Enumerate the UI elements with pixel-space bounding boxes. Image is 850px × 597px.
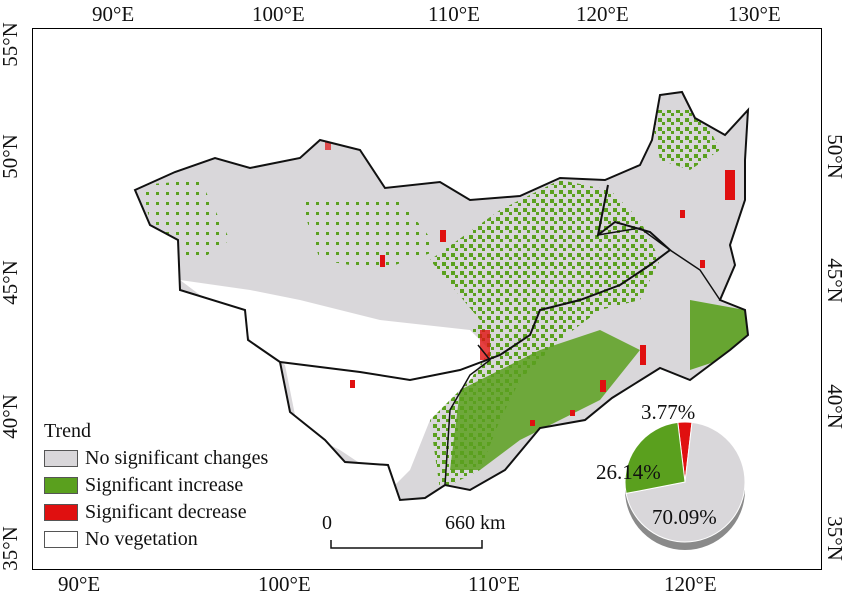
province-boundary-1 <box>279 184 672 382</box>
legend-title: Trend <box>44 420 92 442</box>
scale-bar-line <box>330 540 483 549</box>
lon-label-top: 90°E <box>92 2 135 26</box>
lon-label-top: 130°E <box>728 2 781 26</box>
lat-label-left: 35°N <box>0 526 22 571</box>
legend-label: No significant changes <box>85 447 269 469</box>
lat-label-left: 45°N <box>0 260 22 305</box>
legend-swatch-decrease <box>44 504 78 521</box>
lon-label-top: 100°E <box>252 2 305 26</box>
scale-end-label: 660 km <box>445 512 506 534</box>
province-boundary-2 <box>444 344 492 486</box>
legend-label: Significant decrease <box>85 501 247 523</box>
lon-label-bottom: 90°E <box>58 572 101 596</box>
lat-label-left: 40°N <box>0 394 22 439</box>
lat-label-right: 40°N <box>822 384 847 429</box>
lat-label-right: 50°N <box>822 134 847 179</box>
legend-swatch-no-vegetation <box>44 531 78 548</box>
lat-label-right: 35°N <box>822 516 847 561</box>
legend-label: No vegetation <box>85 528 198 550</box>
pie-label-increase: 26.14% <box>596 460 661 484</box>
legend-item: No significant changes <box>44 445 268 472</box>
lon-label-bottom: 120°E <box>664 572 717 596</box>
legend-swatch-increase <box>44 477 78 494</box>
lat-label-left: 55°N <box>0 22 22 67</box>
lon-label-bottom: 110°E <box>468 572 520 596</box>
province-boundary-3 <box>597 227 721 301</box>
legend-item: Significant decrease <box>44 499 268 526</box>
lat-label-left: 50°N <box>0 134 22 179</box>
legend-item: Significant increase <box>44 472 268 499</box>
lon-label-bottom: 100°E <box>258 572 311 596</box>
lon-label-top: 120°E <box>576 2 629 26</box>
legend-item: No vegetation <box>44 526 268 553</box>
pie-label-no-change: 70.09% <box>652 505 717 529</box>
legend-swatch-no-change <box>44 450 78 467</box>
lat-label-right: 45°N <box>822 258 847 303</box>
pie-chart <box>624 421 746 550</box>
lon-label-top: 110°E <box>428 2 480 26</box>
legend: Trend No significant changes Significant… <box>44 420 268 553</box>
pie-slice-increase <box>624 421 686 495</box>
pie-label-decrease: 3.77% <box>641 400 696 424</box>
legend-label: Significant increase <box>85 474 244 496</box>
scale-start-label: 0 <box>322 512 332 534</box>
